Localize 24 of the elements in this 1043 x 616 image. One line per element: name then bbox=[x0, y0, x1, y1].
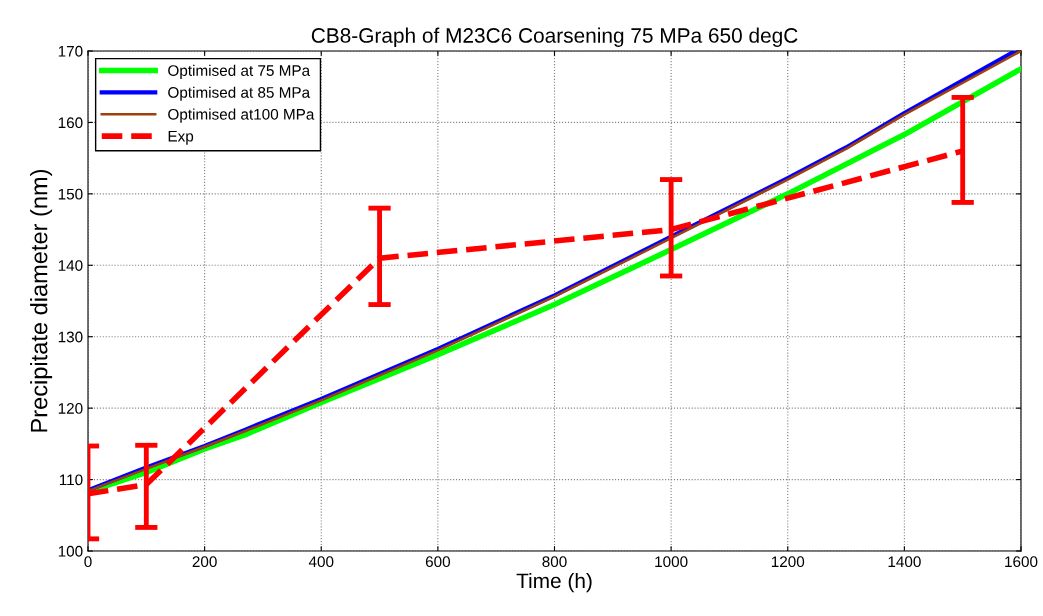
y-tick-label: 130 bbox=[58, 331, 83, 343]
y-tick-label: 120 bbox=[58, 403, 83, 414]
legend-label: Optimised at 75 MPa bbox=[168, 64, 311, 79]
y-tick-label: 140 bbox=[58, 260, 83, 271]
y-tick-label: 110 bbox=[59, 474, 83, 486]
y-tick-label: 160 bbox=[58, 117, 83, 129]
x-tick-label: 200 bbox=[192, 556, 217, 568]
chart-title: CB8-Graph of M23C6 Coarsening 75 MPa 650 degC bbox=[311, 27, 798, 47]
x-tick-label: 800 bbox=[542, 556, 567, 568]
x-axis-title: Time (h) bbox=[516, 572, 592, 593]
y-tick-label: 150 bbox=[58, 188, 83, 200]
x-tick-label: 600 bbox=[425, 556, 451, 568]
x-tick-label: 1200 bbox=[771, 556, 805, 568]
y-axis-title: Precipitate diameter (nm) bbox=[30, 169, 53, 432]
x-tick-label: 1600 bbox=[1005, 556, 1038, 568]
legend-label: Optimised at 85 MPa bbox=[168, 86, 311, 101]
x-tick-label: 0 bbox=[84, 556, 92, 568]
y-tick-label: 170 bbox=[58, 45, 83, 57]
y-tick-label: 100 bbox=[58, 545, 83, 557]
x-tick-label: 1400 bbox=[888, 556, 921, 568]
legend-label: Optimised at100 MPa bbox=[168, 108, 315, 123]
x-tick-label: 400 bbox=[308, 556, 334, 568]
x-tick-label: 1000 bbox=[655, 556, 688, 568]
legend-label: Exp bbox=[168, 130, 194, 145]
